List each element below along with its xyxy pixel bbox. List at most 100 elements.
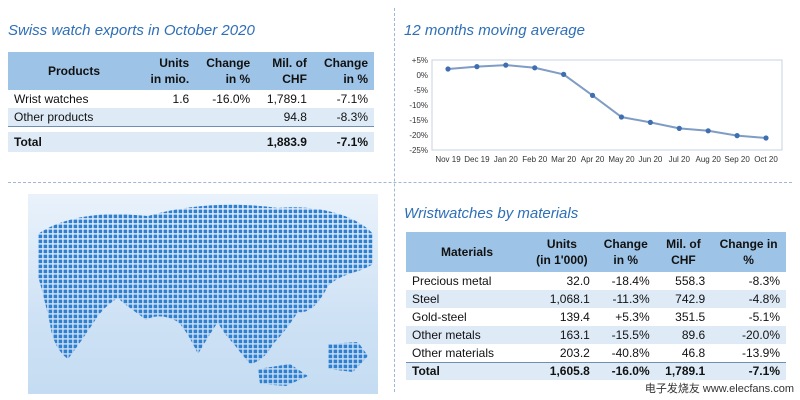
x-tick-label: May 20 xyxy=(608,155,635,164)
data-point xyxy=(734,133,740,139)
materials-total-row: Total 1,605.8 -16.0% 1,789.1 -7.1% xyxy=(406,362,786,380)
exports-header-cell: Change in % xyxy=(206,56,251,86)
x-tick-label: Jun 20 xyxy=(638,155,663,164)
table-cell: 163.1 xyxy=(559,328,590,342)
table-cell: 351.5 xyxy=(675,310,706,324)
materials-header-cell: Materials xyxy=(440,245,494,259)
x-tick-label: Nov 19 xyxy=(435,155,461,164)
x-tick-label: Apr 20 xyxy=(581,155,605,164)
table-cell: -20.0% xyxy=(741,328,780,342)
y-tick-label: +5% xyxy=(412,56,428,65)
world-map-image xyxy=(28,194,378,394)
table-cell: 32.0 xyxy=(566,274,590,288)
y-tick-label: -5% xyxy=(414,86,428,95)
exports-header-cell: Products xyxy=(47,64,100,78)
table-cell: 1,605.8 xyxy=(528,362,596,380)
table-cell: Gold-steel xyxy=(412,310,467,324)
data-point xyxy=(561,71,567,77)
table-cell: 94.8 xyxy=(256,108,313,127)
x-tick-label: Mar 20 xyxy=(551,155,576,164)
x-tick-label: Oct 20 xyxy=(754,155,778,164)
table-cell xyxy=(140,108,196,127)
table-cell: -4.8% xyxy=(748,292,780,306)
data-point xyxy=(503,62,509,68)
table-cell: -7.1% xyxy=(312,132,374,152)
table-row: Wrist watches 1.6 -16.0% 1,789.1 -7.1% xyxy=(8,90,374,108)
exports-header-cell: Mil. of CHF xyxy=(272,56,307,86)
table-cell: 1,068.1 xyxy=(549,292,590,306)
table-cell: 1,883.9 xyxy=(256,132,313,152)
data-point xyxy=(705,128,711,134)
table-cell: -8.3% xyxy=(748,274,780,288)
data-point xyxy=(445,66,451,72)
exports-table-header: Products Units in mio. Change in % Mil. of… xyxy=(8,52,374,90)
x-tick-label: Feb 20 xyxy=(522,155,547,164)
table-cell: 139.4 xyxy=(559,310,590,324)
exports-title: Swiss watch exports in October 2020 xyxy=(8,22,255,39)
materials-table-header: Materials Units (in 1'000) Change in % Mil… xyxy=(406,232,786,272)
table-row: Steel 1,068.1 -11.3% 742.9 -4.8% xyxy=(406,290,786,308)
data-point xyxy=(589,92,596,98)
table-cell: Other metals xyxy=(412,328,481,342)
series-line xyxy=(447,64,767,139)
materials-table: Materials Units (in 1'000) Change in % Mil… xyxy=(406,232,786,380)
table-cell: -5.1% xyxy=(748,310,780,324)
exports-header-cell: Change in % xyxy=(323,56,368,86)
materials-title: Wristwatches by materials xyxy=(404,205,579,222)
table-row: Other products 94.8 -8.3% xyxy=(8,108,374,127)
table-cell: Total xyxy=(8,132,140,152)
exports-table: Products Units in mio. Change in % Mil. of… xyxy=(8,52,374,152)
x-tick-label: Jan 20 xyxy=(494,155,519,164)
table-row: Gold-steel 139.4 +5.3% 351.5 -5.1% xyxy=(406,308,786,326)
table-cell: -7.1% xyxy=(711,362,786,380)
materials-header-cell: Mil. of CHF xyxy=(666,237,701,267)
table-cell: -11.3% xyxy=(612,292,650,306)
table-cell: Other products xyxy=(8,108,140,127)
table-cell: -16.0% xyxy=(212,92,251,106)
data-point xyxy=(763,135,769,141)
x-tick-label: Jul 20 xyxy=(669,155,691,164)
table-cell: 558.3 xyxy=(675,274,706,288)
y-tick-label: -20% xyxy=(409,131,428,140)
materials-header-cell: Change in % xyxy=(603,237,648,267)
series xyxy=(445,62,769,141)
table-cell: -8.3% xyxy=(312,108,374,127)
table-cell: +5.3% xyxy=(615,310,650,324)
table-cell: 46.8 xyxy=(655,344,712,363)
y-axis: +5% 0% -5% -10% -15% -20% -25% xyxy=(409,56,428,155)
table-cell: -18.4% xyxy=(611,274,650,288)
data-point xyxy=(647,119,653,125)
x-tick-label: Sep 20 xyxy=(724,155,750,164)
table-cell xyxy=(195,132,257,152)
vertical-divider xyxy=(394,8,395,392)
x-axis: Nov 19 Dec 19 Jan 20 Feb 20 Mar 20 Apr 20 May … xyxy=(435,155,778,164)
table-cell: Total xyxy=(406,362,528,380)
data-point xyxy=(532,65,538,71)
horizontal-divider xyxy=(8,182,792,183)
data-point xyxy=(676,125,682,131)
y-tick-label: -10% xyxy=(409,101,428,110)
table-cell: 742.9 xyxy=(675,292,706,306)
table-cell: 1.6 xyxy=(172,92,190,106)
table-row: Other materials 203.2 -40.8% 46.8 -13.9% xyxy=(406,344,786,363)
table-row: Precious metal 32.0 -18.4% 558.3 -8.3% xyxy=(406,272,786,290)
table-cell xyxy=(140,132,196,152)
x-tick-label: Dec 19 xyxy=(464,155,490,164)
table-cell: 1,789.1 xyxy=(266,92,307,106)
table-cell: 203.2 xyxy=(528,344,596,363)
x-tick-label: Aug 20 xyxy=(696,155,722,164)
table-cell: -7.1% xyxy=(336,92,368,106)
table-cell: Other materials xyxy=(406,344,528,363)
y-tick-label: 0% xyxy=(416,71,428,80)
table-cell: 89.6 xyxy=(681,328,706,342)
exports-total-row: Total 1,883.9 -7.1% xyxy=(8,132,374,152)
chart-plot-border xyxy=(431,59,783,151)
map-dots xyxy=(38,204,373,386)
table-cell: -40.8% xyxy=(595,344,656,363)
table-cell: Wrist watches xyxy=(14,92,89,106)
table-cell: -13.9% xyxy=(711,344,786,363)
table-cell: Steel xyxy=(412,292,440,306)
watermark-text: 电子发烧友 www.elecfans.com xyxy=(644,383,794,395)
materials-header-cell: Change in% xyxy=(719,237,778,267)
y-tick-label: -15% xyxy=(409,116,428,125)
